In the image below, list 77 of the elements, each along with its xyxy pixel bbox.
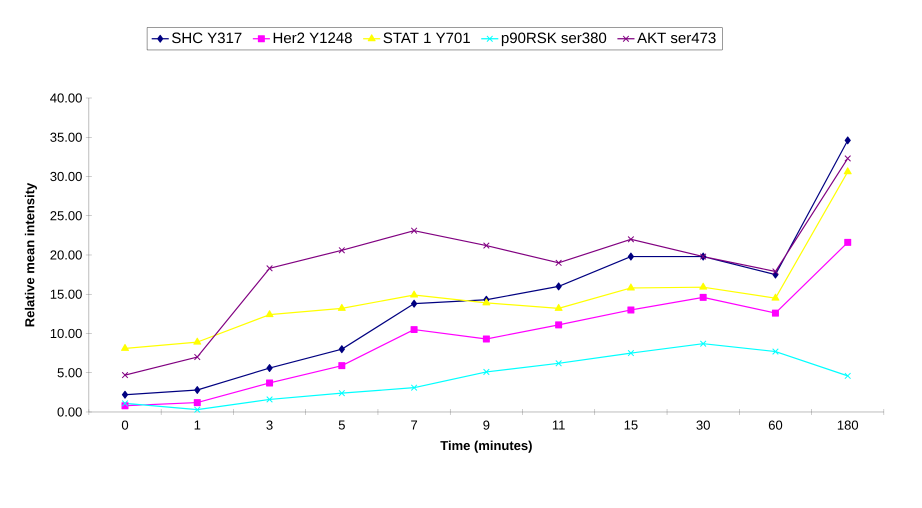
x-tick-label: 60: [768, 420, 782, 430]
point: [194, 399, 201, 406]
point: [482, 335, 490, 342]
y-tick-label: 30.00: [50, 172, 82, 182]
point: [410, 326, 418, 334]
y-axis-title: Relative mean intensity: [24, 182, 37, 326]
y-tick-label: 15.00: [50, 290, 82, 299]
legend-label: Her2 Y1248: [274, 32, 352, 44]
point: [121, 344, 129, 351]
point: [844, 238, 852, 246]
point: [700, 294, 707, 301]
legend-label: p90RSK ser380: [502, 32, 606, 46]
point: [483, 368, 490, 376]
point: [628, 350, 634, 356]
point: [266, 310, 274, 318]
point: [844, 167, 852, 174]
point: [554, 304, 563, 311]
x-tick-label: 9: [483, 420, 490, 430]
point: [338, 304, 346, 311]
point: [483, 242, 490, 249]
point: [410, 300, 418, 308]
x-tick-label: 180: [838, 420, 858, 430]
point: [555, 260, 562, 266]
point: [194, 386, 200, 394]
point: [122, 400, 128, 407]
point: [626, 283, 635, 290]
point: [266, 265, 273, 272]
x-tick-label: 3: [266, 420, 273, 430]
y-tick-label: 25.00: [50, 211, 82, 220]
x-tick-label: 1: [194, 420, 200, 430]
point: [122, 390, 128, 399]
point: [266, 379, 274, 386]
point: [194, 406, 201, 413]
point: [482, 298, 490, 306]
point: [700, 340, 707, 348]
point: [771, 294, 780, 301]
point: [844, 155, 852, 162]
point: [844, 136, 851, 144]
x-tick-label: 7: [411, 420, 418, 430]
y-tick-label: 10.00: [50, 328, 82, 338]
point: [193, 338, 202, 345]
y-tick-label: 0.00: [58, 407, 82, 417]
point: [338, 390, 346, 396]
x-tick-label: 0: [122, 420, 128, 430]
y-tick-label: 20.00: [50, 250, 82, 260]
point: [122, 372, 128, 378]
point: [338, 362, 346, 370]
point: [844, 372, 852, 380]
x-tick-label: 30: [696, 420, 710, 430]
x-tick-label: 11: [552, 420, 565, 430]
point: [628, 252, 634, 261]
point: [772, 348, 779, 355]
point: [194, 354, 201, 360]
x-tick-label: 15: [624, 420, 638, 430]
point: [338, 246, 346, 254]
point: [627, 306, 634, 314]
point: [410, 384, 418, 391]
legend-label: AKT ser473: [637, 32, 716, 44]
point: [555, 321, 562, 328]
point: [555, 360, 562, 367]
point: [410, 290, 418, 298]
x-axis-title: Time (minutes): [440, 440, 532, 453]
y-tick-label: 5.00: [58, 368, 82, 378]
point: [556, 282, 562, 290]
point: [628, 236, 634, 243]
x-tick-label: 5: [338, 420, 345, 430]
point: [772, 310, 779, 317]
legend-label: STAT 1 Y701: [384, 32, 470, 44]
y-tick-label: 40.00: [50, 93, 82, 103]
point: [772, 268, 779, 275]
legend-label: SHC Y317: [172, 32, 242, 44]
point: [266, 364, 273, 372]
y-tick-label: 35.00: [50, 132, 82, 142]
point: [266, 396, 273, 403]
point: [699, 282, 708, 290]
point: [410, 227, 418, 234]
point: [338, 345, 345, 354]
